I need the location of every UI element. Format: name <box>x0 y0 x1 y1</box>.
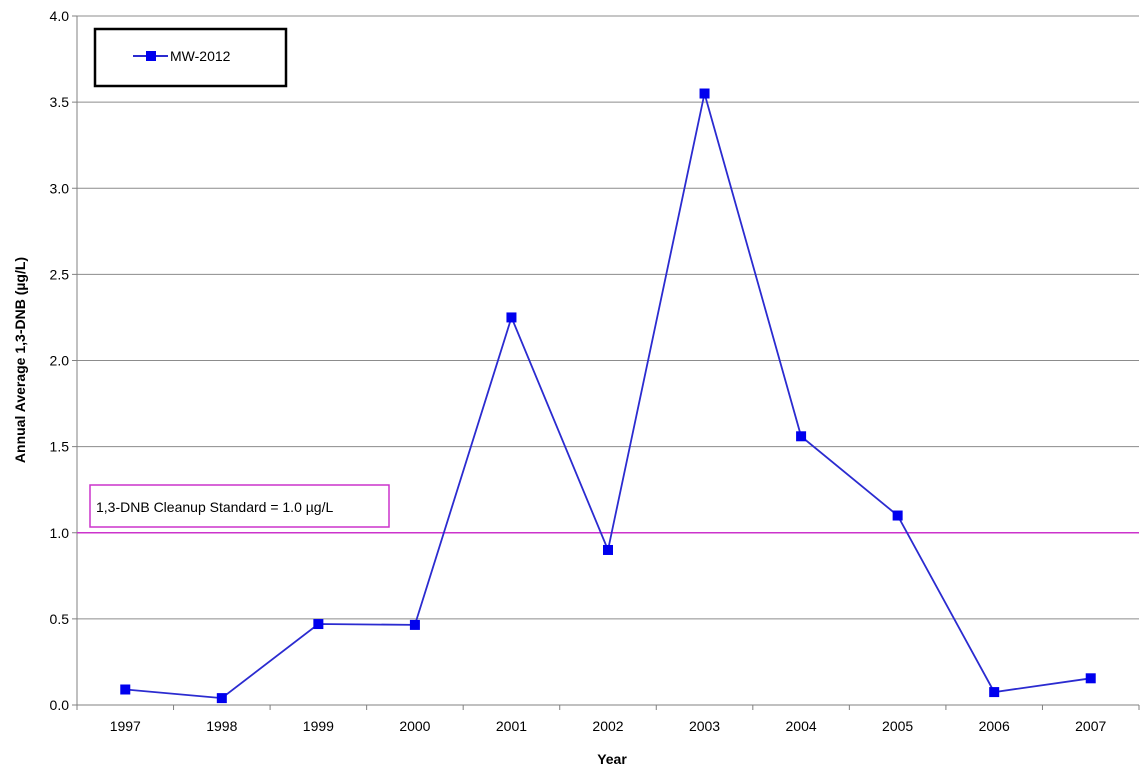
legend-label: MW-2012 <box>170 48 231 64</box>
data-point-2004 <box>796 431 807 442</box>
y-tick-label-7: 3.5 <box>50 94 70 110</box>
y-axis-title: Annual Average 1,3-DNB (µg/L) <box>12 257 28 463</box>
legend-marker-swatch <box>146 51 156 61</box>
y-tick-label-0: 0.0 <box>50 697 70 713</box>
data-point-2001 <box>506 312 517 323</box>
x-tick-label-2000: 2000 <box>399 718 430 734</box>
x-tick-label-2004: 2004 <box>786 718 817 734</box>
reference-label-text: 1,3-DNB Cleanup Standard = 1.0 µg/L <box>96 499 333 515</box>
x-tick-label-2001: 2001 <box>496 718 527 734</box>
data-point-2003 <box>699 88 710 99</box>
data-point-2005 <box>892 510 903 521</box>
x-tick-label-2006: 2006 <box>979 718 1010 734</box>
x-tick-label-1999: 1999 <box>303 718 334 734</box>
series-line-0 <box>125 93 1091 700</box>
y-tick-label-8: 4.0 <box>50 8 70 24</box>
series-group <box>120 88 1096 704</box>
data-point-2000 <box>409 619 420 630</box>
y-tick-label-1: 0.5 <box>50 611 70 627</box>
y-tick-label-4: 2.0 <box>50 353 70 369</box>
axes <box>72 15 1140 710</box>
data-point-1998 <box>216 693 227 704</box>
data-point-2006 <box>989 687 1000 698</box>
x-axis-title: Year <box>597 751 627 767</box>
y-tick-label-2: 1.0 <box>50 525 70 541</box>
reference-annotation: 1,3-DNB Cleanup Standard = 1.0 µg/L <box>89 484 390 528</box>
y-tick-label-3: 1.5 <box>50 439 70 455</box>
data-point-1997 <box>120 684 131 695</box>
x-tick-label-2005: 2005 <box>882 718 913 734</box>
x-tick-label-1997: 1997 <box>110 718 141 734</box>
legend: MW-2012 <box>93 27 288 88</box>
x-tick-label-2007: 2007 <box>1075 718 1106 734</box>
x-tick-label-2002: 2002 <box>592 718 623 734</box>
y-tick-label-5: 2.5 <box>50 266 70 282</box>
data-point-2007 <box>1085 673 1096 684</box>
tick-labels: 0.0 0.5 1.0 1.5 2.0 2.5 3.0 3.5 4.0 1997 1998 1999 2… <box>50 8 1107 734</box>
legend-box <box>93 27 288 88</box>
y-tick-label-6: 3.0 <box>50 180 70 196</box>
reference-label-box <box>89 484 390 528</box>
data-point-2002 <box>603 544 613 555</box>
gridlines <box>77 15 1139 620</box>
x-tick-label-2003: 2003 <box>689 718 720 734</box>
data-point-1999 <box>313 619 324 630</box>
x-tick-label-1998: 1998 <box>206 718 237 734</box>
